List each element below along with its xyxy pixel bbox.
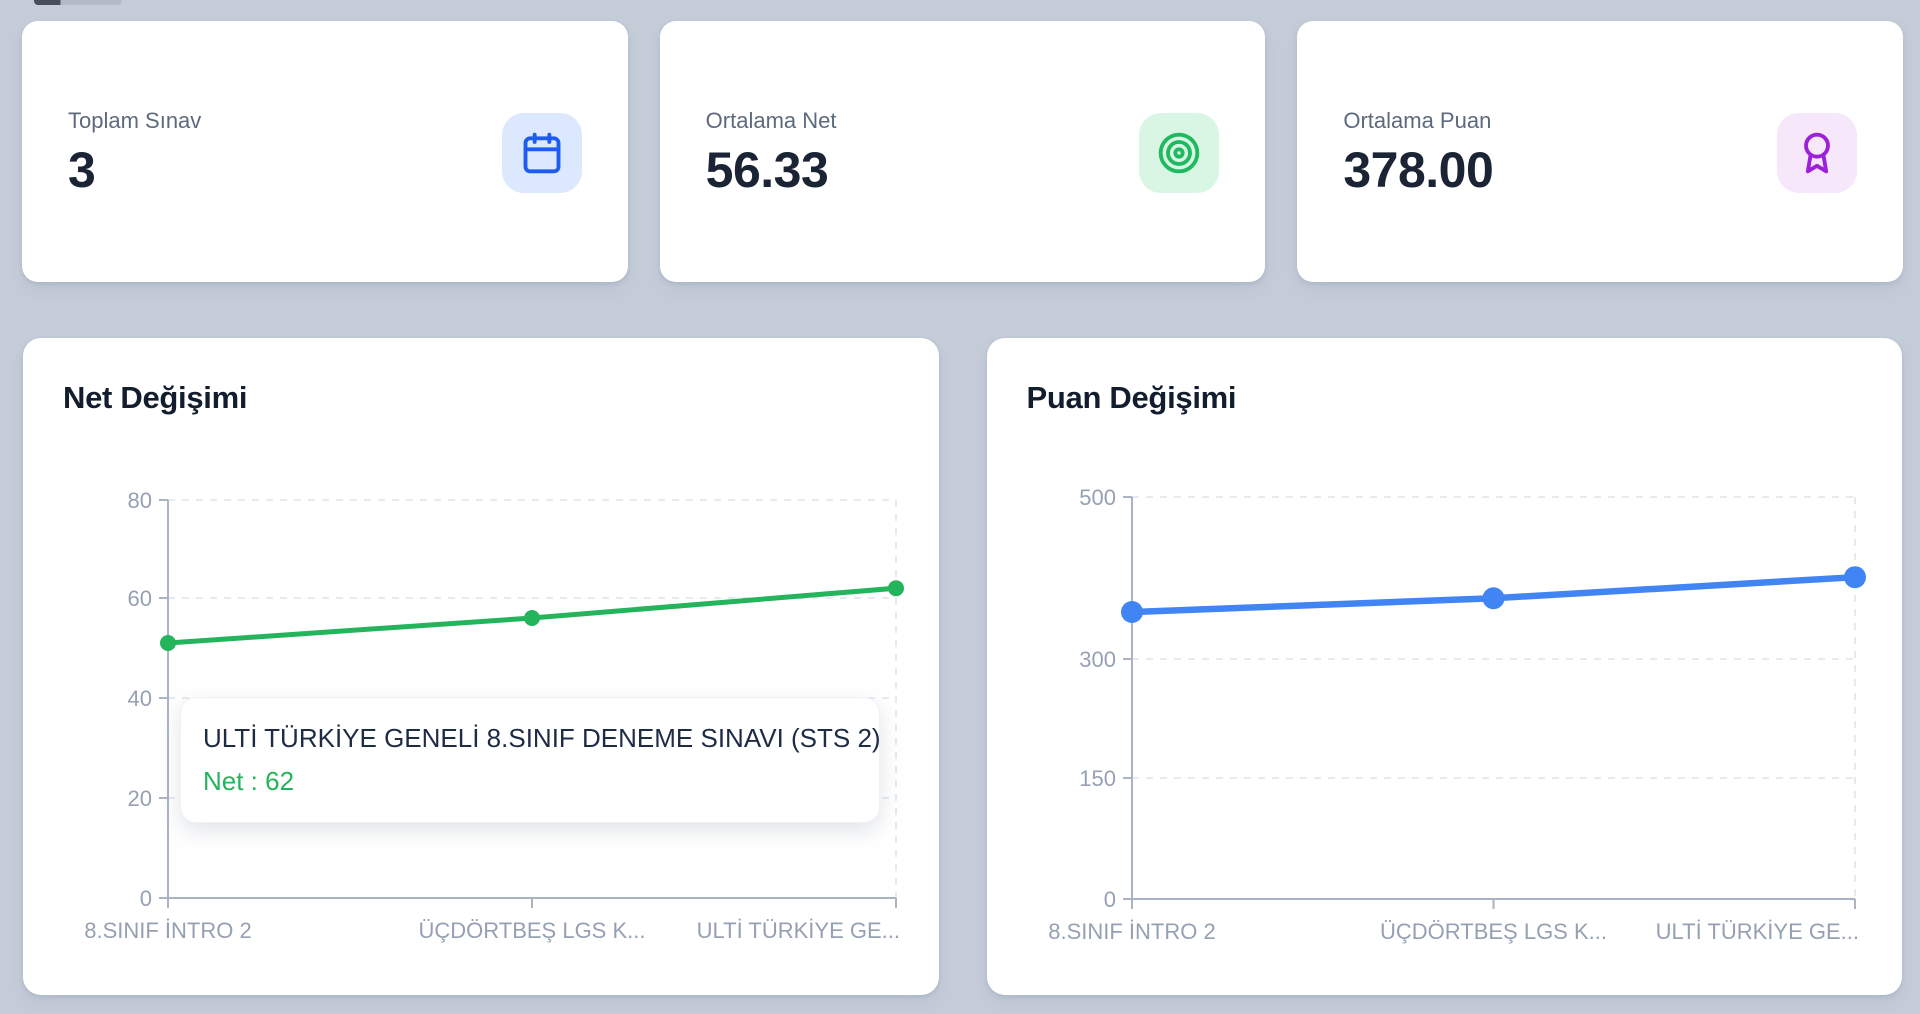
award-icon	[1777, 113, 1858, 193]
stat-card-ortalama-net: Ortalama Net 56.33	[659, 21, 1266, 282]
data-point[interactable]	[888, 580, 904, 597]
x-axis-label: ULTİ TÜRKİYE GE...	[1655, 919, 1858, 944]
net-line-chart[interactable]: 0 20 40 60 80 8.SINIF İNTRO 2 ÜÇDÖRTBEŞ LGS K.…	[23, 338, 938, 995]
stat-card-ortalama-puan: Ortalama Puan 378.00	[1297, 21, 1904, 282]
stat-label: Toplam Sınav	[68, 108, 202, 133]
stat-value: 3	[68, 142, 96, 198]
x-axis-label: ÜÇDÖRTBEŞ LGS K...	[419, 918, 646, 943]
y-axis-label: 300	[1079, 647, 1116, 672]
y-axis-label: 60	[128, 586, 152, 611]
y-axis-label: 80	[128, 488, 152, 513]
y-axis-label: 20	[128, 786, 152, 811]
tooltip-net-value: Net : 62	[203, 766, 295, 796]
data-point[interactable]	[1843, 566, 1866, 589]
chart-tooltip: ULTİ TÜRKİYE GENELİ 8.SINIF DENEME SINAV…	[180, 697, 881, 823]
stat-value: 378.00	[1343, 142, 1494, 198]
chart-title: Net Değişimi	[63, 380, 248, 415]
puan-line-chart[interactable]: 0 150 300 500 8.SINIF İNTRO 2 ÜÇDÖRTBEŞ LGS K…	[987, 338, 1902, 995]
scroll-artifact	[34, 0, 122, 5]
x-axis-label: 8.SINIF İNTRO 2	[1048, 919, 1215, 944]
x-axis-label: ÜÇDÖRTBEŞ LGS K...	[1380, 919, 1607, 944]
y-axis-label: 150	[1079, 766, 1116, 791]
y-axis-label: 40	[128, 686, 152, 711]
y-axis-label: 500	[1079, 485, 1116, 510]
stat-value: 56.33	[705, 142, 829, 198]
stats-row: Toplam Sınav 3 Ortalama Net 56.33 Ortala…	[0, 21, 1920, 282]
data-point[interactable]	[160, 635, 176, 651]
x-axis-label: 8.SINIF İNTRO 2	[84, 918, 251, 943]
net-chart-card: Net Değişimi 0 20 40 60 80 8.SINIF İNTRO 2 ÜÇD…	[23, 338, 939, 995]
puan-chart-card: Puan Değişimi 0 150 300 500 8.SINIF İNTRO 2 Ü…	[986, 338, 1902, 995]
y-axis-label: 0	[1103, 887, 1115, 912]
target-icon	[1139, 113, 1220, 193]
charts-row: Net Değişimi 0 20 40 60 80 8.SINIF İNTRO 2 ÜÇD…	[0, 338, 1920, 995]
data-point[interactable]	[1482, 587, 1504, 610]
stat-label: Ortalama Net	[705, 108, 837, 133]
data-point[interactable]	[1120, 601, 1143, 624]
tooltip-exam-title: ULTİ TÜRKİYE GENELİ 8.SINIF DENEME SINAV…	[203, 723, 881, 753]
data-point[interactable]	[524, 610, 540, 626]
calendar-icon	[501, 113, 582, 193]
stat-label: Ortalama Puan	[1343, 108, 1492, 133]
chart-title: Puan Değişimi	[1026, 380, 1237, 415]
x-axis-label: ULTİ TÜRKİYE GE...	[697, 918, 900, 943]
y-axis-label: 0	[140, 886, 152, 911]
stat-card-toplam-sinav: Toplam Sınav 3	[22, 21, 628, 282]
